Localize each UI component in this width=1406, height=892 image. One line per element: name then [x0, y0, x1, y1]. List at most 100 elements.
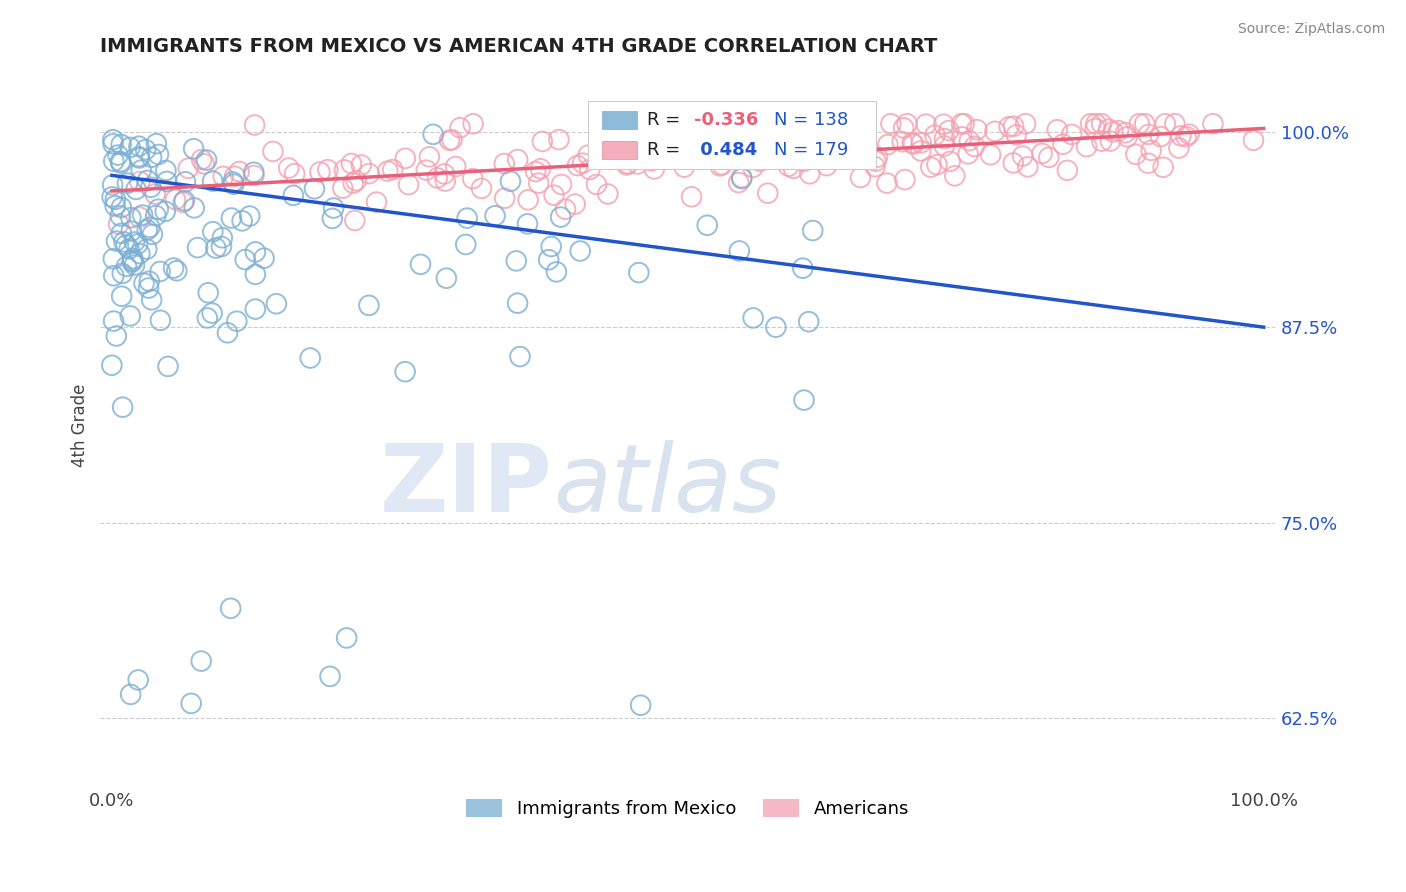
Point [640, 153, 662, 168]
Point [1178, 127, 1201, 141]
Point [696, 219, 718, 233]
Point [128, 246, 150, 260]
Y-axis label: 4th Grade: 4th Grade [72, 384, 89, 467]
Point [138, 274, 160, 288]
Point [891, 135, 914, 149]
Text: N = 138: N = 138 [773, 112, 848, 129]
Point [915, 117, 938, 131]
Point [630, 698, 652, 713]
Text: ZIP: ZIP [380, 440, 553, 532]
Point [831, 147, 853, 161]
Point [756, 186, 779, 201]
Point [966, 122, 988, 136]
Point [1152, 161, 1174, 175]
Point [157, 359, 180, 374]
Point [183, 142, 205, 156]
Point [1115, 126, 1137, 140]
Point [422, 128, 444, 142]
Point [998, 120, 1021, 134]
Point [219, 601, 242, 615]
Point [132, 277, 155, 291]
Point [627, 266, 650, 280]
Point [1102, 125, 1125, 139]
Point [742, 310, 765, 325]
Point [187, 241, 209, 255]
Point [596, 186, 619, 201]
Point [509, 350, 531, 364]
Point [1128, 117, 1150, 131]
Point [101, 178, 124, 192]
Point [449, 120, 471, 135]
Point [304, 182, 326, 196]
Point [585, 178, 607, 192]
Point [101, 136, 124, 151]
Point [245, 268, 267, 282]
Point [299, 351, 322, 365]
Point [567, 159, 589, 173]
Point [110, 201, 132, 215]
Point [617, 156, 640, 170]
Point [638, 152, 661, 166]
Point [201, 174, 224, 188]
Point [546, 265, 568, 279]
Point [793, 154, 815, 169]
Point [880, 117, 903, 131]
Point [765, 320, 787, 334]
Point [550, 210, 572, 224]
Point [924, 128, 946, 143]
Point [127, 236, 149, 251]
Point [1137, 156, 1160, 170]
Point [1137, 128, 1160, 142]
Point [763, 150, 786, 164]
Point [266, 297, 288, 311]
Point [343, 213, 366, 227]
Point [394, 365, 416, 379]
Point [564, 197, 586, 211]
Point [849, 170, 872, 185]
Point [101, 133, 124, 147]
Point [793, 393, 815, 408]
Point [576, 148, 599, 162]
Point [121, 253, 143, 268]
Point [145, 136, 167, 151]
Point [710, 158, 733, 172]
Point [740, 120, 762, 135]
Point [516, 217, 538, 231]
Point [183, 201, 205, 215]
Point [103, 154, 125, 169]
Point [470, 181, 492, 195]
Point [984, 124, 1007, 138]
Bar [602, 141, 637, 160]
Point [415, 163, 437, 178]
Point [103, 252, 125, 266]
Point [529, 161, 551, 176]
Point [135, 143, 157, 157]
Point [920, 160, 942, 174]
Point [111, 266, 134, 280]
Point [377, 164, 399, 178]
Point [903, 137, 925, 152]
Point [1002, 119, 1025, 133]
Point [780, 133, 803, 147]
Point [664, 117, 686, 131]
Point [222, 175, 245, 189]
Point [195, 153, 218, 167]
Point [190, 153, 212, 167]
Point [1099, 134, 1122, 148]
Point [1091, 117, 1114, 131]
Point [749, 154, 772, 169]
Point [125, 182, 148, 196]
Point [707, 133, 730, 147]
Point [1125, 147, 1147, 161]
Point [626, 157, 648, 171]
Point [110, 209, 132, 223]
Point [727, 176, 749, 190]
Point [149, 313, 172, 327]
Point [782, 161, 804, 176]
Point [531, 135, 554, 149]
Point [1116, 129, 1139, 144]
Point [645, 138, 668, 153]
Point [1080, 117, 1102, 131]
Point [866, 150, 889, 164]
Point [128, 139, 150, 153]
